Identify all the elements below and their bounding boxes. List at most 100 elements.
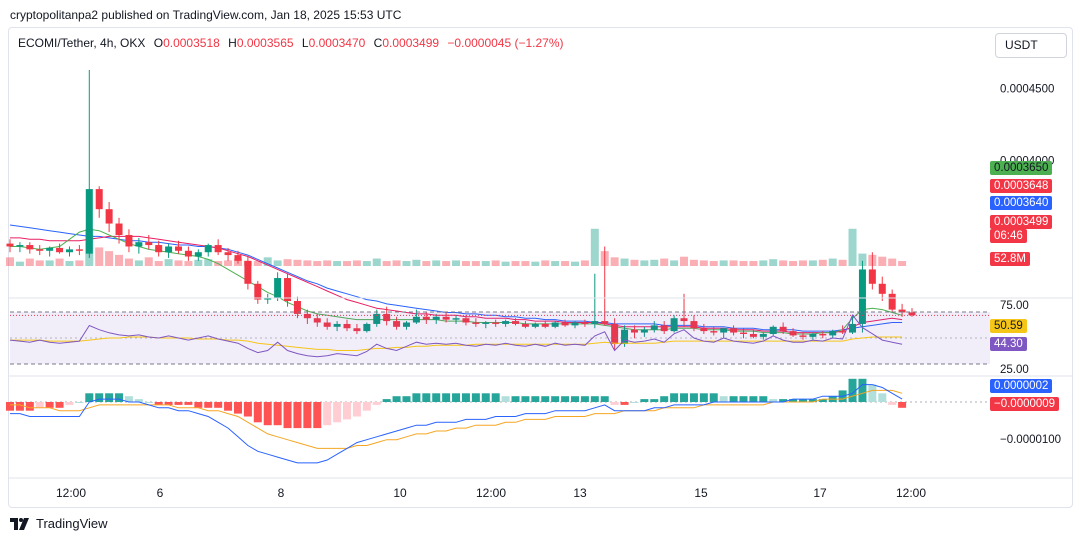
- candle: [571, 321, 579, 329]
- candle: [700, 323, 708, 334]
- price-tag: 52.8M: [990, 252, 1030, 266]
- candle-body: [849, 323, 857, 333]
- macd-histogram-bar: [313, 402, 322, 429]
- candle-body: [492, 322, 500, 324]
- candle-body: [184, 250, 192, 257]
- macd-line: [10, 384, 903, 464]
- macd-histogram-bar: [105, 393, 114, 402]
- candle: [789, 328, 797, 337]
- price-tag: 0.0003648: [990, 179, 1053, 193]
- candle-body: [422, 316, 430, 320]
- macd-histogram-bar: [124, 396, 133, 402]
- candle: [849, 315, 857, 334]
- macd-histogram-bar: [600, 396, 609, 402]
- macd-histogram-bar: [570, 396, 579, 402]
- candle: [660, 321, 668, 334]
- candle: [214, 239, 222, 256]
- candle-body: [353, 328, 361, 332]
- volume-bar: [680, 256, 689, 266]
- macd-histogram-bar: [620, 402, 629, 405]
- price-tag: 0.0003650: [990, 161, 1053, 175]
- volume-bar: [620, 258, 629, 266]
- macd-histogram-bar: [263, 402, 272, 426]
- candle-body: [878, 283, 886, 294]
- macd-histogram-bar: [491, 393, 500, 402]
- macd-signal-line: [10, 389, 903, 449]
- high-label: H: [228, 36, 237, 50]
- volume-bar: [848, 228, 857, 266]
- volume-bar: [303, 260, 312, 266]
- candle: [184, 246, 192, 261]
- macd-histogram-bar: [868, 384, 877, 402]
- candle: [155, 240, 163, 257]
- volume-bar: [15, 261, 24, 266]
- candle: [353, 323, 361, 334]
- candle: [65, 246, 73, 257]
- macd-histogram-bar: [253, 402, 262, 423]
- candle: [442, 312, 450, 323]
- candle: [690, 315, 698, 332]
- volume-bar: [95, 247, 104, 266]
- macd-histogram-bar: [115, 393, 124, 402]
- macd-line-tag: 0.0000002: [990, 379, 1053, 393]
- volume-bar: [352, 260, 361, 266]
- candle-body: [601, 321, 609, 324]
- macd-histogram-bar: [15, 402, 24, 411]
- candle: [16, 242, 24, 253]
- macd-histogram-bar: [818, 399, 827, 402]
- macd-histogram-bar: [273, 402, 282, 426]
- tradingview-logo-icon: [10, 517, 29, 530]
- symbol-legend: ECOMI/Tether, 4h, OKX O0.0003518 H0.0003…: [18, 36, 564, 50]
- volume-bar: [55, 258, 64, 266]
- candle: [36, 245, 44, 256]
- candle-body: [36, 249, 44, 251]
- candle: [75, 245, 83, 256]
- candle-body: [313, 318, 321, 323]
- volume-bar: [134, 260, 143, 266]
- candle-body: [412, 316, 420, 323]
- candle: [858, 260, 866, 333]
- currency-button[interactable]: USDT: [995, 33, 1067, 58]
- published-by-text: cryptopolitanpa2 published on TradingVie…: [10, 8, 402, 22]
- volume-bar: [858, 253, 867, 266]
- time-axis-tick: 17: [813, 486, 827, 500]
- candle: [868, 252, 876, 290]
- time-axis-tick: 6: [156, 486, 164, 500]
- macd-histogram-bar: [501, 396, 510, 402]
- candle: [105, 202, 113, 233]
- candle-body: [868, 269, 876, 284]
- volume-bar: [105, 251, 114, 266]
- volume-bar: [561, 261, 570, 266]
- candle: [422, 312, 430, 324]
- candle-body: [759, 333, 767, 337]
- candle: [26, 242, 34, 254]
- volume-bar: [224, 260, 233, 266]
- candle-body: [165, 246, 173, 253]
- volume-bar: [461, 261, 470, 266]
- macd-histogram-bar: [382, 399, 391, 402]
- symbol-label[interactable]: ECOMI/Tether, 4h, OKX: [18, 36, 146, 50]
- tradingview-brand[interactable]: TradingView: [10, 516, 108, 531]
- close-label: C: [373, 36, 383, 50]
- candle-body: [363, 323, 371, 332]
- rsi-upper-label: 75.00: [1000, 300, 1029, 312]
- candle-body: [105, 209, 113, 224]
- time-axis-tick: 13: [573, 486, 587, 500]
- candle-body: [343, 323, 351, 329]
- candle-body: [690, 321, 698, 329]
- candle-body: [224, 252, 232, 256]
- macd-histogram-bar: [45, 402, 54, 408]
- candle-body: [660, 325, 668, 332]
- candle-body: [254, 283, 262, 300]
- macd-histogram-bar: [214, 402, 223, 408]
- candle: [730, 325, 738, 336]
- candle-body: [749, 333, 757, 337]
- candle: [541, 321, 549, 329]
- volume-bar: [670, 260, 679, 266]
- candle: [383, 306, 391, 326]
- volume-bar: [343, 261, 352, 266]
- candle-body: [700, 328, 708, 332]
- candle-body: [284, 278, 292, 301]
- candle-body: [551, 322, 559, 327]
